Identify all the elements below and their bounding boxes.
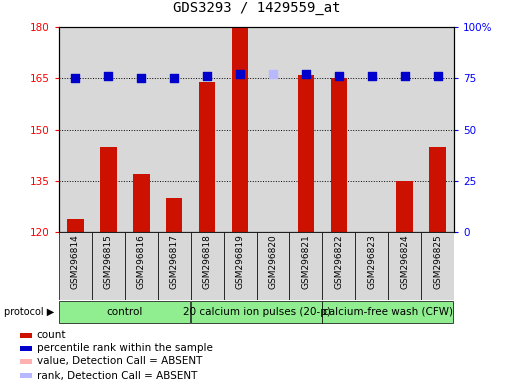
Bar — [355, 27, 388, 232]
Bar — [92, 232, 125, 300]
Bar — [20, 346, 32, 351]
Bar — [429, 147, 446, 232]
Text: GSM296822: GSM296822 — [334, 234, 343, 289]
Bar — [59, 301, 190, 323]
Text: count: count — [37, 330, 66, 340]
Bar — [322, 301, 453, 323]
Point — [203, 73, 211, 79]
Bar — [397, 181, 413, 232]
Text: GSM296823: GSM296823 — [367, 234, 376, 289]
Bar — [20, 373, 32, 378]
Bar — [166, 198, 183, 232]
Bar — [67, 218, 84, 232]
Text: calcium-free wash (CFW): calcium-free wash (CFW) — [323, 306, 453, 316]
Bar — [298, 75, 314, 232]
Text: 20 calcium ion pulses (20-p): 20 calcium ion pulses (20-p) — [183, 306, 330, 316]
Point — [137, 75, 145, 81]
Bar — [92, 27, 125, 232]
Bar — [232, 27, 248, 232]
Point — [433, 73, 442, 79]
Bar — [125, 232, 158, 300]
Bar — [355, 232, 388, 300]
Bar — [388, 27, 421, 232]
Bar — [256, 27, 289, 232]
Text: percentile rank within the sample: percentile rank within the sample — [37, 343, 213, 353]
Text: GSM296819: GSM296819 — [235, 234, 245, 289]
Text: GSM296816: GSM296816 — [137, 234, 146, 289]
Bar — [322, 27, 355, 232]
Bar — [191, 27, 224, 232]
Text: GSM296818: GSM296818 — [203, 234, 212, 289]
Point — [401, 73, 409, 79]
Bar — [224, 232, 256, 300]
Bar — [125, 27, 157, 232]
Text: protocol ▶: protocol ▶ — [4, 307, 54, 317]
Bar — [388, 232, 421, 300]
Text: GSM296821: GSM296821 — [301, 234, 310, 289]
Text: GSM296815: GSM296815 — [104, 234, 113, 289]
Text: GSM296817: GSM296817 — [170, 234, 179, 289]
Point — [302, 71, 310, 77]
Text: GSM296824: GSM296824 — [400, 234, 409, 289]
Bar — [289, 232, 322, 300]
Bar — [330, 78, 347, 232]
Text: GSM296820: GSM296820 — [268, 234, 278, 289]
Point — [104, 73, 112, 79]
Point — [170, 75, 179, 81]
Bar — [158, 232, 191, 300]
Text: rank, Detection Call = ABSENT: rank, Detection Call = ABSENT — [37, 371, 197, 381]
Bar — [59, 232, 92, 300]
Text: control: control — [107, 306, 143, 316]
Bar — [256, 232, 289, 300]
Bar — [191, 232, 224, 300]
Point — [368, 73, 376, 79]
Point — [71, 75, 80, 81]
Bar — [322, 232, 355, 300]
Text: value, Detection Call = ABSENT: value, Detection Call = ABSENT — [37, 356, 202, 366]
Bar — [191, 301, 322, 323]
Point — [236, 71, 244, 77]
Bar — [199, 82, 215, 232]
Point — [334, 73, 343, 79]
Bar — [289, 27, 322, 232]
Bar — [421, 232, 454, 300]
Bar — [59, 27, 92, 232]
Bar — [100, 147, 116, 232]
Bar — [224, 27, 256, 232]
Text: GDS3293 / 1429559_at: GDS3293 / 1429559_at — [173, 2, 340, 15]
Bar — [20, 359, 32, 364]
Bar — [421, 27, 454, 232]
Bar — [20, 333, 32, 338]
Text: GSM296825: GSM296825 — [433, 234, 442, 289]
Point — [269, 71, 277, 77]
Bar — [157, 27, 191, 232]
Bar — [133, 174, 149, 232]
Text: GSM296814: GSM296814 — [71, 234, 80, 289]
